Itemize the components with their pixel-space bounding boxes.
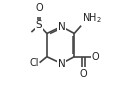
Text: O: O xyxy=(92,52,99,62)
Text: O: O xyxy=(80,69,87,79)
Text: S: S xyxy=(36,20,42,30)
Text: N: N xyxy=(58,22,65,32)
Text: O: O xyxy=(35,3,43,13)
Text: Cl: Cl xyxy=(30,58,39,68)
Text: NH$_2$: NH$_2$ xyxy=(82,11,101,25)
Text: N: N xyxy=(58,59,65,69)
